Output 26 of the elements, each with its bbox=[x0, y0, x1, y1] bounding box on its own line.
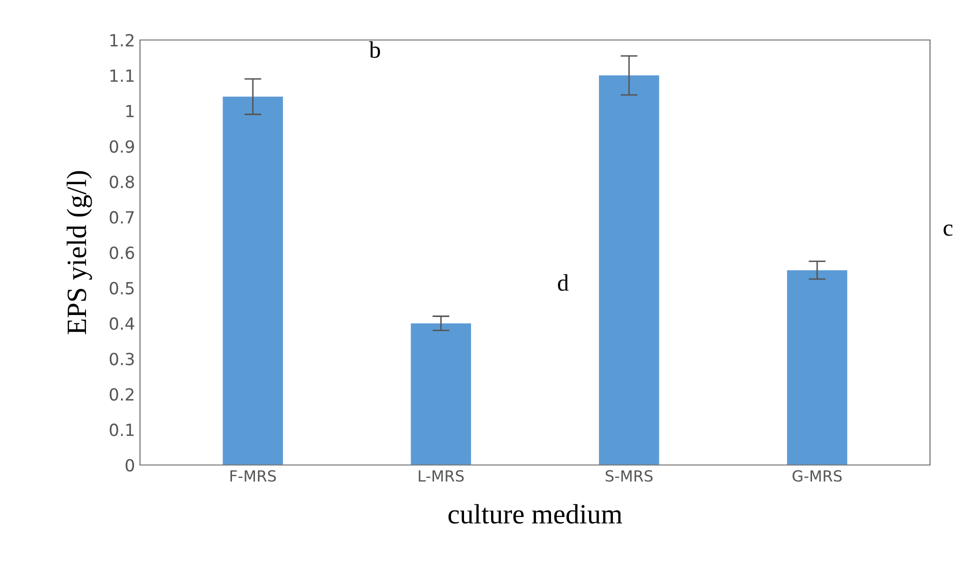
y-tick-label: 1 bbox=[126, 105, 134, 118]
bar bbox=[598, 75, 660, 465]
y-tick-label: 0.9 bbox=[110, 140, 134, 153]
y-tick-label: 0.2 bbox=[110, 388, 134, 401]
x-axis-title: culture medium bbox=[448, 504, 622, 524]
y-tick-label: 0.7 bbox=[110, 211, 134, 224]
y-tick-label: 0.3 bbox=[110, 352, 134, 366]
text: c bbox=[944, 224, 953, 236]
annotation: d bbox=[558, 274, 569, 291]
y-tick-label: 0.6 bbox=[110, 246, 134, 260]
y-tick-label: 0 bbox=[126, 458, 134, 472]
x-tick-label: G-MRS bbox=[792, 470, 842, 482]
y-tick-label: 1.2 bbox=[110, 34, 134, 46]
bar bbox=[222, 96, 283, 465]
x-tick-label: L-MRS bbox=[418, 470, 464, 482]
y-axis-title: EPS yield (g/l) bbox=[66, 171, 92, 334]
annotation: b bbox=[369, 41, 380, 58]
x-tick-label: S-MRS bbox=[606, 470, 653, 482]
y-tick-label: 0.8 bbox=[110, 176, 134, 188]
y-tick-label: 0.1 bbox=[110, 424, 134, 436]
x-tick-label: F-MRS bbox=[230, 470, 276, 482]
y-tick-label: 1.1 bbox=[110, 70, 134, 82]
y-tick-label: 0.4 bbox=[110, 317, 134, 330]
bar bbox=[410, 323, 472, 465]
y-tick-label: 0.5 bbox=[110, 282, 134, 294]
bar bbox=[787, 270, 848, 465]
